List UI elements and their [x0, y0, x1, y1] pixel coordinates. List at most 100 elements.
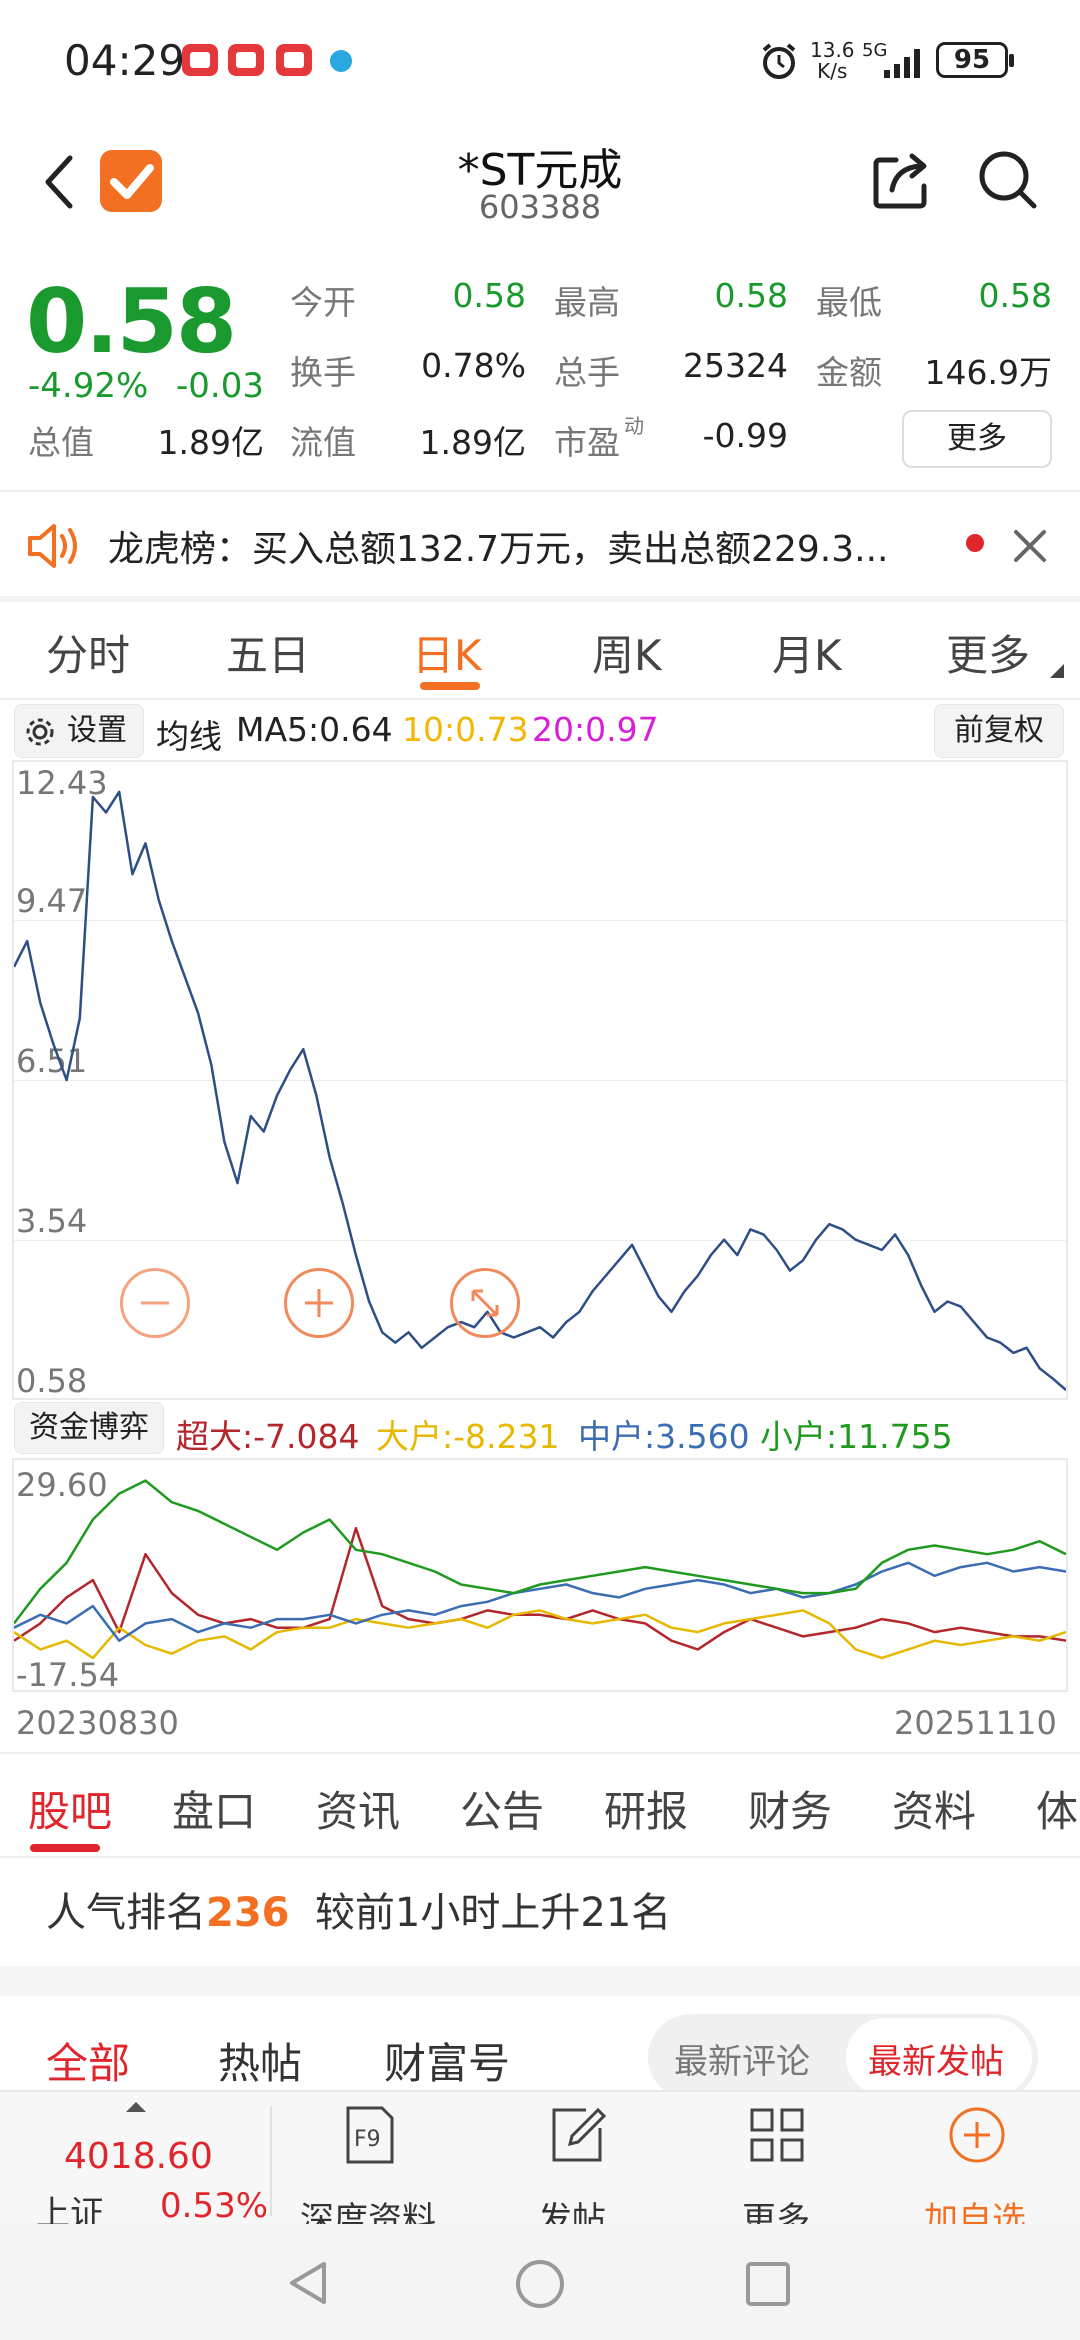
y-tick-label: 3.54: [16, 1202, 88, 1240]
mktcap-label: 总值: [28, 423, 94, 462]
tab-daily-k[interactable]: 日K: [412, 631, 482, 680]
divider: [270, 2106, 272, 2216]
tab-news[interactable]: 资讯: [316, 1787, 401, 1836]
tab-weekly-k[interactable]: 周K: [592, 631, 662, 680]
deep-data-button[interactable]: F9 深度资料: [290, 2092, 450, 2240]
active-tab-indicator: [30, 1844, 100, 1852]
caret-up-icon: [126, 2102, 146, 2112]
rank-number: 236: [206, 1890, 290, 1936]
y-tick-label: 12.43: [16, 764, 108, 802]
medium-flow: 中户:3.560: [578, 1417, 750, 1456]
back-icon[interactable]: [40, 152, 80, 212]
tab-intraday[interactable]: 分时: [46, 631, 131, 680]
tab-forum[interactable]: 股吧: [28, 1787, 113, 1836]
low-value: 0.58: [978, 276, 1052, 315]
tab-finance[interactable]: 财务: [748, 1787, 833, 1836]
series-line: [14, 1609, 1066, 1660]
x-end-date: 20251110: [894, 1704, 1057, 1742]
grid-line: [14, 920, 1066, 921]
close-icon[interactable]: [1012, 528, 1048, 564]
notice-text: 龙虎榜：买入总额132.7万元，卖出总额229.3...: [108, 529, 889, 570]
app-logo: [100, 150, 162, 212]
adjust-button[interactable]: 前复权: [934, 704, 1064, 758]
chart-settings-button[interactable]: 设置: [14, 704, 144, 758]
post-button[interactable]: 发帖: [508, 2092, 638, 2240]
more-button[interactable]: 更多: [712, 2092, 842, 2240]
sort-latest-post[interactable]: 最新发帖: [868, 2042, 1004, 2082]
sort-active-bg: [846, 2018, 1032, 2096]
tab-overflow[interactable]: 体: [1036, 1787, 1079, 1836]
divider: [0, 596, 1080, 602]
sort-latest-comment[interactable]: 最新评论: [674, 2042, 810, 2082]
y-tick-label: 6.51: [16, 1042, 88, 1080]
small-flow: 小户:11.755: [760, 1417, 953, 1456]
post-tab-all[interactable]: 全部: [46, 2039, 131, 2088]
edit-icon: [552, 2107, 607, 2162]
post-tab-hot[interactable]: 热帖: [218, 2039, 303, 2088]
signal-icon: [884, 49, 920, 78]
divider: [0, 1966, 1080, 1996]
stock-name: *ST元成: [457, 145, 623, 196]
fullscreen-button[interactable]: [450, 1268, 520, 1338]
network-speed: 13.6 K/s: [810, 38, 855, 83]
zoom-in-button[interactable]: [284, 1268, 354, 1338]
series-line: [14, 1479, 1066, 1625]
dropdown-corner-icon: [1050, 664, 1064, 678]
f9-icon: F9: [346, 2106, 394, 2164]
mktcap-value: 1.89亿: [157, 423, 264, 462]
notification-app-icon: [330, 50, 352, 72]
high-value: 0.58: [714, 276, 788, 315]
grid-icon: [750, 2108, 804, 2162]
network-type: 5G: [862, 40, 888, 61]
battery-indicator: 95: [936, 42, 1014, 78]
open-label: 今开: [290, 283, 356, 322]
tab-more[interactable]: 更多: [946, 631, 1031, 680]
tab-monthly-k[interactable]: 月K: [772, 631, 842, 680]
fund-flow-button[interactable]: 资金博弈: [14, 1402, 164, 1454]
notification-app-icon: [276, 44, 312, 76]
tab-announcements[interactable]: 公告: [460, 1787, 545, 1836]
price-line-chart: [14, 790, 1066, 1391]
zoom-out-button[interactable]: [120, 1268, 190, 1338]
plus-icon: [305, 1289, 333, 1317]
nav-recent-icon[interactable]: [744, 2260, 792, 2308]
nav-home-icon[interactable]: [514, 2258, 566, 2310]
expand-icon: [471, 1289, 499, 1317]
nav-back-icon[interactable]: [284, 2258, 334, 2308]
notification-app-icon: [228, 44, 264, 76]
quote-panel: 0.58 -4.92% -0.03 今开 0.58 最高 0.58 最低 0.5…: [0, 260, 1080, 490]
fund-flow-chart[interactable]: [12, 1458, 1068, 1692]
y-tick-label: -17.54: [16, 1656, 120, 1694]
index-value: 4018.60: [64, 2136, 213, 2177]
popularity-rank[interactable]: 人气排名236 较前1小时上升21名: [46, 1890, 672, 1936]
tab-research[interactable]: 研报: [604, 1787, 689, 1836]
tab-five-day[interactable]: 五日: [226, 631, 311, 680]
divider: [0, 1752, 1080, 1754]
pe-label: 市盈: [554, 423, 620, 462]
volume-label: 总手: [554, 353, 620, 392]
tab-order-book[interactable]: 盘口: [172, 1787, 257, 1836]
grid-line: [14, 1080, 1066, 1081]
turnover-value: 0.78%: [421, 346, 526, 385]
super-large-flow: 超大:-7.084: [176, 1417, 360, 1456]
ma20-value: 20:0.97: [532, 710, 659, 749]
index-change: 0.53%: [160, 2186, 269, 2226]
search-icon[interactable]: [976, 148, 1040, 212]
large-flow: 大户:-8.231: [376, 1417, 560, 1456]
post-tab-fortune[interactable]: 财富号: [384, 2039, 511, 2088]
add-watchlist-button[interactable]: 加自选: [910, 2092, 1050, 2240]
divider: [0, 698, 1080, 700]
alarm-icon: [762, 43, 796, 79]
turnover-label: 换手: [290, 353, 356, 392]
tab-profile[interactable]: 资料: [892, 1787, 977, 1836]
share-icon[interactable]: [870, 148, 934, 212]
volume-value: 25324: [683, 346, 788, 385]
low-label: 最低: [816, 283, 882, 322]
ma-label: 均线: [156, 717, 222, 756]
bottom-toolbar: 4018.60 上证 0.53% F9 深度资料 发帖 更多 加自选: [0, 2090, 1080, 2240]
price-chart[interactable]: [12, 760, 1068, 1400]
svg-text:F9: F9: [354, 2127, 381, 2152]
more-quote-button[interactable]: 更多: [902, 410, 1052, 468]
dragon-tiger-notice[interactable]: 龙虎榜：买入总额132.7万元，卖出总额229.3...: [0, 494, 1080, 596]
pe-value: -0.99: [702, 416, 788, 455]
